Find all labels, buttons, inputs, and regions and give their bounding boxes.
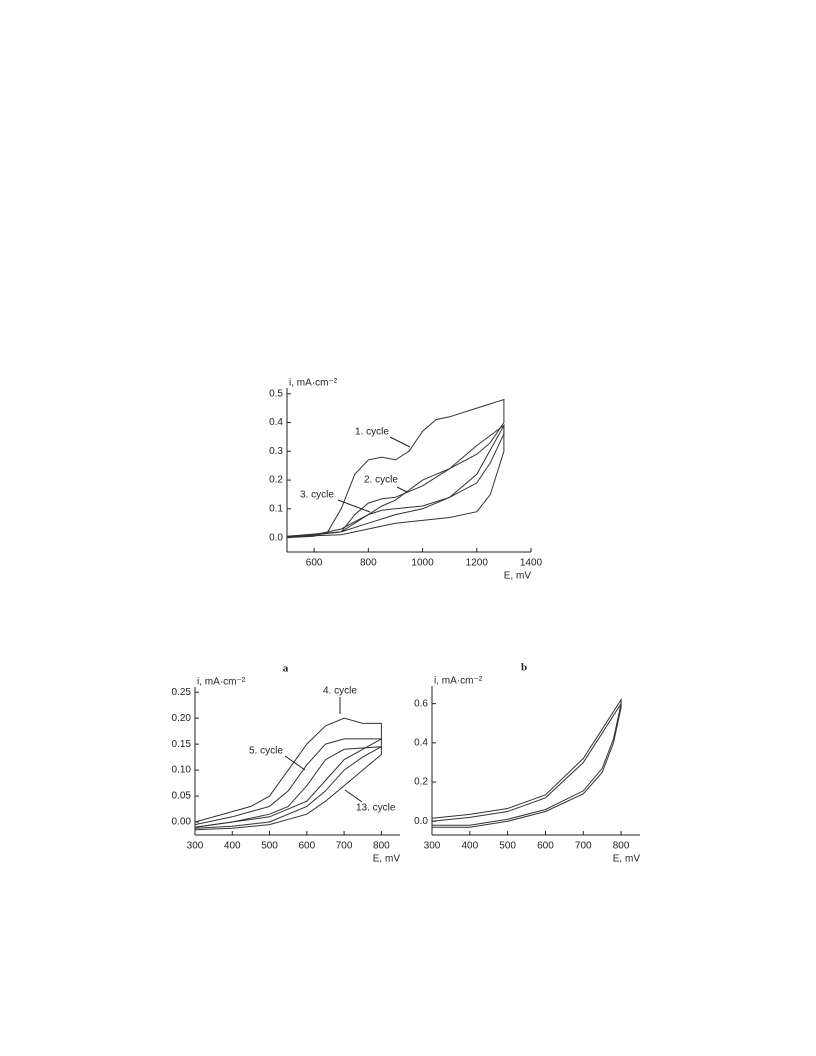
x-tick-label: 400 [224,841,241,852]
y-tick-label: 0.20 [172,713,192,724]
x-axis-label: E, mV [504,571,532,582]
curve-label: 4. cycle [323,686,357,697]
y-tick-label: 0.3 [269,446,283,457]
curve-label: 1. cycle [355,427,389,438]
cv-curve [286,398,505,539]
y-tick-label: 0.25 [172,687,192,698]
x-tick-label: 300 [187,841,204,852]
y-tick-label: 0.05 [172,791,192,802]
y-tick-label: 0.15 [172,739,192,750]
y-axis-label: i, mA·cm⁻² [197,677,246,688]
leader-line [337,499,371,513]
x-tick-label: 800 [360,558,377,569]
curve-label: 3. cycle [300,490,334,501]
y-tick-label: 0.1 [269,503,283,514]
leader-line [396,486,408,493]
x-tick-label: 500 [261,841,278,852]
x-tick-label: 600 [537,841,554,852]
y-tick-label: 0.4 [269,417,283,428]
curve-label: 2. cycle [364,475,398,486]
y-tick-label: 0.0 [414,816,428,827]
y-tick-label: 0.00 [172,817,192,828]
y-tick-label: 0.2 [414,777,428,788]
x-tick-label: 600 [306,558,323,569]
y-axis-label: i, mA·cm⁻² [289,378,338,389]
y-tick-label: 0.0 [269,532,283,543]
x-tick-label: 800 [613,841,630,852]
x-tick-label: 300 [424,841,441,852]
x-tick-label: 700 [575,841,592,852]
y-tick-label: 0.6 [414,698,428,709]
x-tick-label: 1400 [520,558,543,569]
cv-curve [286,423,505,539]
y-tick-label: 0.5 [269,388,283,399]
x-axis-label: E, mV [373,854,401,865]
leader-line [389,436,411,448]
x-tick-label: 700 [336,841,353,852]
curve-label: 5. cycle [249,746,283,757]
cv-curve [431,701,622,828]
x-tick-label: 1200 [466,558,489,569]
x-tick-label: 1000 [411,558,434,569]
cv-curve [194,738,382,829]
panel-label: b [521,662,527,674]
y-tick-label: 0.4 [414,737,428,748]
x-tick-label: 500 [499,841,516,852]
y-tick-label: 0.2 [269,475,283,486]
x-tick-label: 400 [461,841,478,852]
cv-curve [194,746,382,831]
y-tick-label: 0.10 [172,765,192,776]
leader-line [284,755,306,771]
curve-label: 13. cycle [356,803,396,814]
y-axis-label: i, mA·cm⁻² [434,676,483,687]
x-tick-label: 800 [373,841,390,852]
x-tick-label: 600 [298,841,315,852]
panel-label: a [283,663,289,675]
x-axis-label: E, mV [613,854,641,865]
cv-curve [194,717,382,828]
leader-line [344,789,363,803]
cv-curve [431,697,622,826]
